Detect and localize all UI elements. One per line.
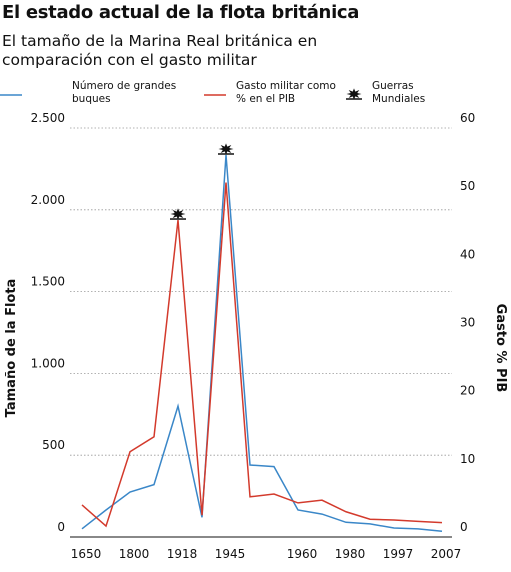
series-line (81, 154, 443, 533)
legend-text: Guerras Mundiales (372, 80, 426, 105)
x-tick-label: 1918 (167, 547, 198, 561)
y-tick-label: 0 (57, 520, 65, 534)
y-tick-label: 2.000 (31, 193, 65, 207)
war-marker (218, 143, 234, 155)
y2-axis-title: Gasto % PIB (493, 304, 508, 393)
y-tick-label: 1.000 (31, 356, 65, 370)
chart-title: El estado actual de la flota británica (2, 2, 360, 23)
x-tick-label: 1997 (383, 547, 414, 561)
y-tick-label: 2.500 (31, 111, 65, 125)
legend-text: Número de grandes buques (72, 80, 177, 105)
y-tick-label: 500 (42, 438, 65, 452)
chart-subtitle: El tamaño de la Marina Real británica en… (2, 32, 318, 69)
x-tick-label: 1945 (215, 547, 246, 561)
x-tick-label: 1650 (71, 547, 102, 561)
y2-tick-label: 50 (460, 179, 475, 193)
x-tick-label: 1800 (119, 547, 150, 561)
y2-tick-label: 40 (460, 247, 475, 261)
x-tick-label: 2007 (431, 547, 462, 561)
legend-star (346, 88, 362, 100)
series-line (81, 182, 443, 528)
war-marker (170, 208, 186, 220)
y2-tick-label: 60 (460, 111, 475, 125)
x-tick-label: 1960 (287, 547, 318, 561)
y-tick-label: 1.500 (31, 275, 65, 289)
y2-tick-label: 0 (460, 520, 468, 534)
y2-tick-label: 10 (460, 452, 475, 466)
legend-text: Gasto militar como % en el PIB (236, 80, 336, 105)
y2-tick-label: 20 (460, 384, 475, 398)
x-tick-label: 1980 (335, 547, 366, 561)
y-axis-title: Tamaño de la Flota (4, 279, 19, 418)
y2-tick-label: 30 (460, 316, 475, 330)
